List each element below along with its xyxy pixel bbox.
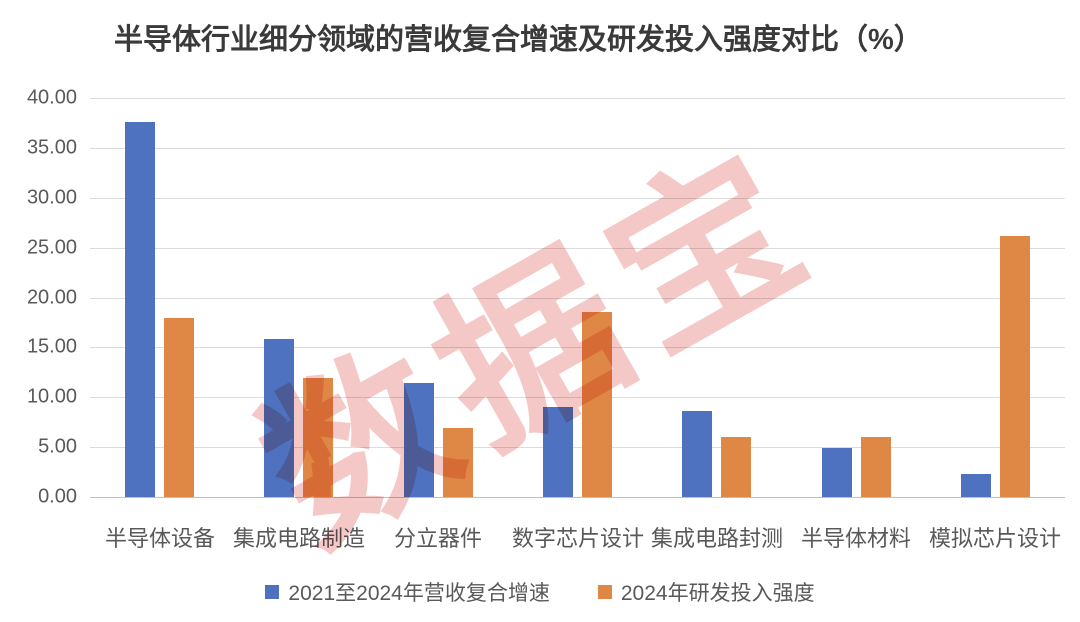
x-category-label: 半导体设备	[104, 526, 216, 551]
gridline	[90, 248, 1065, 249]
bar-series2-cat5	[721, 437, 751, 497]
x-category-label: 分立器件	[393, 526, 483, 551]
bar-series1-cat3	[404, 383, 434, 497]
legend: 2021至2024年营收复合增速 2024年研发投入强度	[0, 577, 1080, 607]
bar-series2-cat1	[164, 318, 194, 497]
x-category-label: 模拟芯片设计	[928, 526, 1062, 551]
x-axis-line	[90, 497, 1065, 498]
legend-swatch-icon	[265, 585, 280, 599]
legend-label: 2024年研发投入强度	[620, 582, 815, 605]
gridline	[90, 347, 1065, 348]
y-tick-label: 35.00	[26, 136, 77, 159]
y-axis-labels: 0.00 5.00 10.00 15.00 20.00 25.00 30.00 35.00 40…	[0, 0, 77, 622]
legend-item-2: 2024年研发投入强度	[597, 577, 815, 607]
bar-series2-cat2	[303, 378, 333, 497]
bar-series1-cat1	[125, 122, 155, 497]
y-tick-label: 20.00	[26, 286, 77, 308]
gridline	[90, 148, 1065, 149]
chart-title: 半导体行业细分领域的营收复合增速及研发投入强度对比（%）	[114, 24, 923, 56]
x-axis-labels: 半导体设备 集成电路制造 分立器件 数字芯片设计 集成电路封测 半导体材料 模拟芯片设计	[90, 521, 1065, 551]
gridline	[90, 98, 1065, 99]
gridline	[90, 298, 1065, 299]
bar-series2-cat4	[582, 312, 612, 497]
y-tick-label: 0.00	[38, 485, 77, 508]
y-tick-label: 40.00	[26, 86, 77, 109]
bar-series1-cat2	[264, 339, 294, 497]
x-category-label: 数字芯片设计	[511, 526, 645, 551]
y-tick-label: 30.00	[26, 186, 77, 209]
y-tick-label: 25.00	[26, 236, 77, 259]
bar-series2-cat6	[861, 437, 891, 497]
y-tick-label: 15.00	[26, 335, 77, 358]
bar-series1-cat5	[682, 411, 712, 497]
x-category-label: 集成电路制造	[232, 526, 366, 551]
plot-area	[90, 98, 1065, 498]
legend-item-1: 2021至2024年营收复合增速	[265, 577, 550, 607]
y-tick-label: 5.00	[38, 435, 77, 458]
x-category-label: 集成电路封测	[650, 526, 784, 551]
gridline	[90, 198, 1065, 199]
bar-series1-cat7	[961, 474, 991, 497]
legend-label: 2021至2024年营收复合增速	[288, 582, 550, 605]
legend-swatch-icon	[597, 585, 612, 599]
bar-series1-cat4	[543, 407, 573, 497]
gridline	[90, 447, 1065, 448]
bar-series1-cat6	[822, 448, 852, 497]
gridline	[90, 397, 1065, 398]
bar-series2-cat3	[443, 428, 473, 497]
x-category-label: 半导体材料	[800, 526, 912, 551]
y-tick-label: 10.00	[26, 385, 77, 408]
bar-series2-cat7	[1000, 236, 1030, 497]
